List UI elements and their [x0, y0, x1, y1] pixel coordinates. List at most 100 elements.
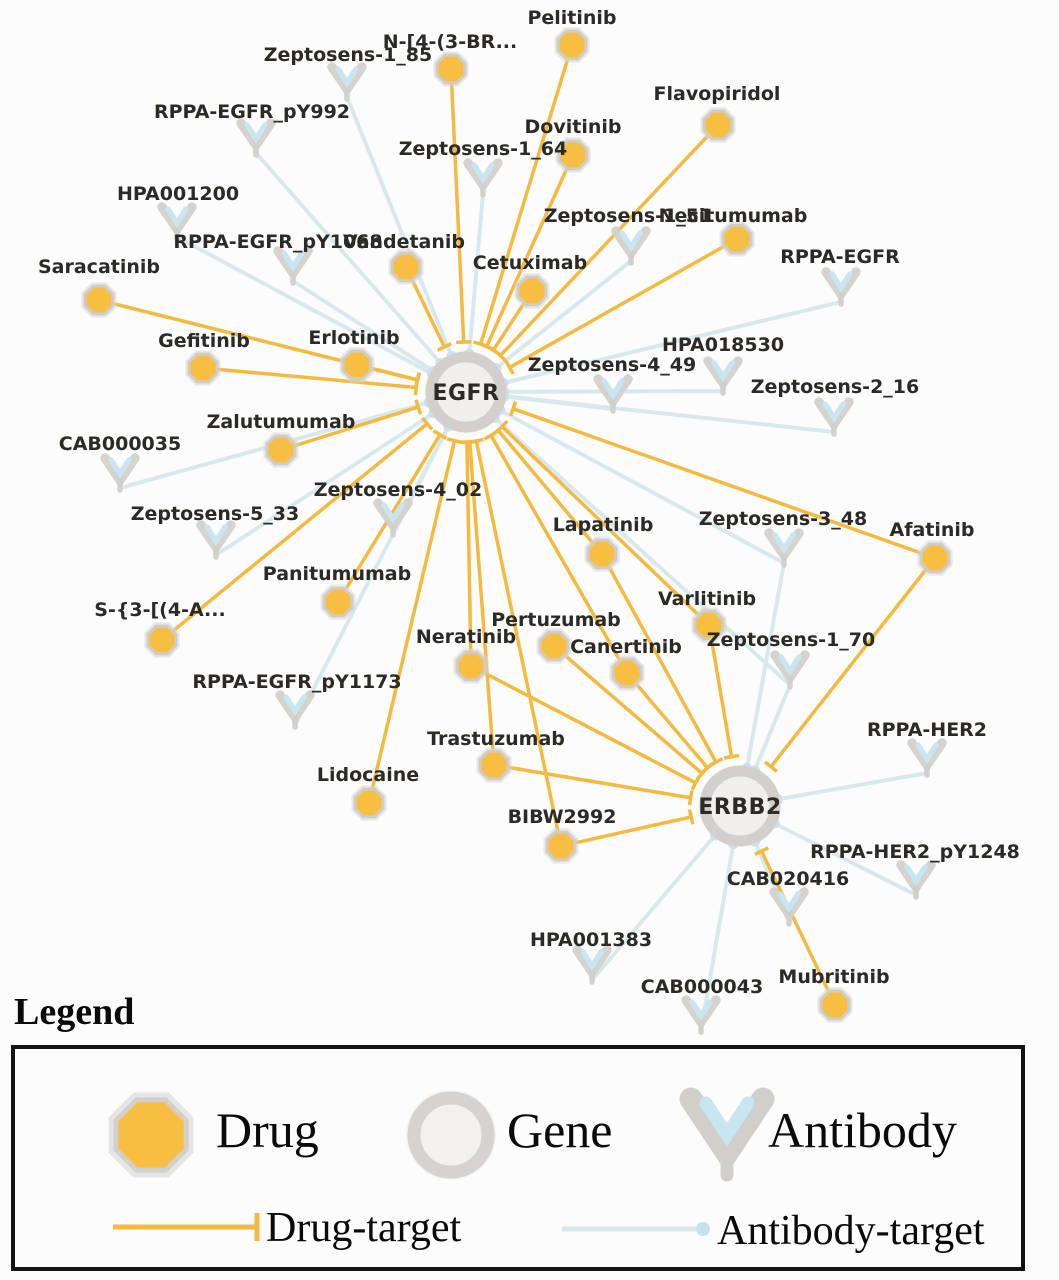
- antibody-node-HPA001200[interactable]: [157, 202, 197, 242]
- antibody-target-edge: [293, 424, 451, 726]
- drug-node-Afatinib[interactable]: [917, 540, 953, 576]
- drug-node-Necitumumab[interactable]: [719, 221, 755, 257]
- label-Neratinib: Neratinib: [416, 626, 516, 648]
- drug-node-Dovitinib[interactable]: [555, 137, 591, 173]
- drug-node-Pertuzumab[interactable]: [536, 628, 572, 664]
- antibody-legend-icon: [677, 1079, 777, 1195]
- drug-octagon-icon: [819, 989, 851, 1021]
- label-Pelitinib: Pelitinib: [527, 7, 616, 29]
- antibody-node-Zeptosens-1_85[interactable]: [327, 62, 367, 102]
- drug-octagon-icon: [108, 1092, 194, 1178]
- drug-node-Zalutumumab[interactable]: [263, 432, 299, 468]
- antibody-chevron-inner: [108, 457, 132, 480]
- gene-node-EGFR[interactable]: [425, 351, 507, 433]
- drug-node-Mubritinib[interactable]: [817, 987, 853, 1023]
- drug-node-S-{3-[(4-A...[interactable]: [144, 622, 180, 658]
- node-labels: Pelitinib N-[4-(3-BR... Dovitinib Flavopiri…: [38, 7, 1020, 998]
- antibody-chevron-icon: [679, 1087, 775, 1182]
- label-Zeptosens-4_49: Zeptosens-4_49: [528, 354, 696, 376]
- antibody-node-Zeptosens-1_70[interactable]: [770, 650, 810, 690]
- antibody-target-edge: [492, 416, 792, 687]
- antibody-target-edge: [176, 235, 434, 376]
- antibody-chevron-inner: [580, 949, 604, 972]
- antibody-node-Zeptosens-4_02[interactable]: [373, 498, 413, 538]
- gene-circle-icon: [699, 765, 781, 847]
- label-Necitumumab: Necitumumab: [659, 205, 808, 227]
- drug-node-N-[4-(3-BR...[interactable]: [433, 51, 469, 87]
- antibody-node-Zeptosens-3_48[interactable]: [764, 528, 804, 568]
- antibody-chevron-inner: [283, 694, 307, 717]
- drug-target-tick: [687, 809, 695, 825]
- drug-node-Neratinib[interactable]: [453, 648, 489, 684]
- antibody-node-RPPA-EGFR_pY1173[interactable]: [275, 690, 315, 730]
- drug-target-edge: [552, 644, 704, 775]
- drug-target-edge: [202, 366, 417, 390]
- antibody-node-RPPA-EGFR_pY992[interactable]: [236, 118, 276, 158]
- antibody-target-edge: [773, 821, 917, 897]
- drug-node-Varlitinib[interactable]: [691, 607, 727, 643]
- antibody-node-Zeptosens-1_51[interactable]: [611, 226, 651, 266]
- drug-target-tick: [763, 760, 778, 773]
- drug-node-Cetuximab[interactable]: [514, 273, 550, 309]
- antibody-node-Zeptosens-4_49[interactable]: [593, 374, 633, 414]
- antibody-target-edge: [590, 833, 717, 982]
- label-RPPA-EGFR: RPPA-EGFR: [780, 246, 900, 268]
- antibody-node-RPPA-EGFR_pY1068[interactable]: [273, 246, 313, 286]
- antibody-chevron-inner: [471, 162, 495, 185]
- label-EGFR: EGFR: [432, 381, 499, 406]
- drug-node-Trastuzumab[interactable]: [476, 747, 512, 783]
- drug-target-edge: [470, 664, 697, 785]
- drug-node-Vandetanib[interactable]: [388, 249, 424, 285]
- drug-target-tick: [687, 790, 694, 806]
- gene-node-ERBB2[interactable]: [699, 765, 781, 847]
- drug-node-Erlotinib[interactable]: [339, 347, 375, 383]
- label-Zeptosens-1_51: Zeptosens-1_51: [544, 205, 712, 227]
- drug-target-edge: [467, 441, 496, 766]
- label-RPPA-HER2_pY1248: RPPA-HER2_pY1248: [810, 841, 1020, 863]
- label-Zeptosens-1_70: Zeptosens-1_70: [707, 629, 875, 651]
- antibody-node-HPA001383[interactable]: [572, 945, 612, 985]
- label-RPPA-EGFR_pY1173: RPPA-EGFR_pY1173: [192, 671, 401, 693]
- antibody-node-Zeptosens-5_33[interactable]: [196, 520, 236, 560]
- label-HPA001383: HPA001383: [530, 929, 652, 951]
- drug-target-tick: [700, 761, 715, 775]
- label-Zeptosens-3_48: Zeptosens-3_48: [699, 508, 867, 530]
- antibody-target-edge: [502, 300, 842, 386]
- label-Mubritinib: Mubritinib: [778, 966, 889, 988]
- label-HPA018530: HPA018530: [662, 334, 784, 356]
- drug-node-Saracatinib[interactable]: [81, 282, 117, 318]
- drug-node-Panitumumab[interactable]: [320, 584, 356, 620]
- drug-node-Lidocaine[interactable]: [351, 785, 387, 821]
- drug-node-Gefitinib[interactable]: [185, 350, 221, 386]
- drug-target-edge: [512, 407, 936, 560]
- antibody-target-edge: [752, 684, 792, 772]
- drug-target-tick: [436, 342, 452, 352]
- gene-legend-label: Gene: [507, 1102, 613, 1158]
- drug-node-Lapatinib[interactable]: [584, 536, 620, 572]
- drug-target-tick: [504, 360, 515, 375]
- antibody-target-edge: [254, 151, 443, 365]
- antibody-target-edge: [345, 96, 454, 358]
- drug-node-Flavopiridol[interactable]: [700, 107, 736, 143]
- drug-node-BIBW2992[interactable]: [543, 828, 579, 864]
- drug-target-tick: [421, 416, 434, 431]
- antibody-chevron-inner: [711, 360, 735, 383]
- label-Lapatinib: Lapatinib: [553, 514, 654, 536]
- antibody-node-Zeptosens-2_16[interactable]: [814, 397, 854, 437]
- antibody-node-RPPA-HER2_pY1248[interactable]: [896, 860, 936, 900]
- antibody-node-RPPA-HER2[interactable]: [907, 738, 947, 778]
- drug-target-edge: [499, 123, 720, 357]
- antibody-node-Zeptosens-1_64[interactable]: [463, 158, 503, 198]
- drug-node-Canertinib[interactable]: [609, 655, 645, 691]
- drug-target-edge: [769, 556, 937, 768]
- antibody-node-RPPA-EGFR[interactable]: [821, 267, 861, 307]
- antibody-node-CAB000043[interactable]: [681, 995, 721, 1035]
- drug-target-tick: [432, 429, 448, 441]
- drug-node-Pelitinib[interactable]: [554, 27, 590, 63]
- antibody-chevron-inner: [829, 271, 853, 294]
- drug-octagon-icon: [435, 53, 467, 85]
- antibody-node-CAB020416[interactable]: [769, 887, 809, 927]
- antibody-node-HPA018530[interactable]: [703, 356, 743, 396]
- antibody-node-CAB000035[interactable]: [100, 453, 140, 493]
- antibody-chevron-inner: [381, 502, 405, 525]
